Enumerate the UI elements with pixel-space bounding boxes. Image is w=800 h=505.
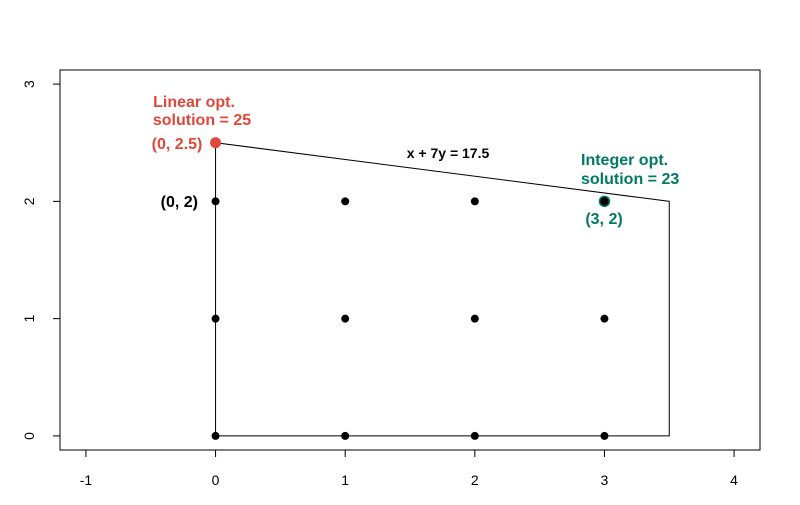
- lattice-point: [600, 431, 609, 440]
- lattice-point: [341, 431, 350, 440]
- lattice-point: [600, 314, 609, 323]
- integer-opt-label-1: Integer opt.: [581, 152, 668, 169]
- lattice-point: [470, 197, 479, 206]
- integer-opt-label-3: (3, 2): [585, 211, 622, 228]
- lattice-point: [211, 314, 220, 323]
- lattice-point: [341, 314, 350, 323]
- point-label-0-2: (0, 2): [161, 194, 198, 211]
- linear-opt-label-3: (0, 2.5): [152, 136, 203, 153]
- lattice-point: [211, 431, 220, 440]
- lattice-point: [470, 314, 479, 323]
- x-tick-label: 2: [471, 472, 479, 488]
- y-tick-label: 3: [21, 80, 37, 88]
- linear-opt-point: [210, 137, 222, 149]
- lattice-point: [211, 197, 220, 206]
- linear-opt-label-1: Linear opt.: [153, 94, 235, 111]
- y-tick-label: 1: [21, 315, 37, 323]
- x-tick-label: 3: [601, 472, 609, 488]
- constraint-label: x + 7y = 17.5: [407, 145, 490, 161]
- y-tick-label: 2: [21, 197, 37, 205]
- x-tick-label: 4: [730, 472, 738, 488]
- integer-opt-point: [598, 195, 611, 208]
- linear-opt-label-2: solution = 25: [153, 112, 251, 129]
- lattice-point: [341, 197, 350, 206]
- x-tick-label: 1: [341, 472, 349, 488]
- lattice-point: [470, 431, 479, 440]
- feasible-region: [215, 142, 670, 437]
- y-tick-label: 0: [21, 432, 37, 440]
- x-tick-label: -1: [80, 472, 93, 488]
- x-tick-label: 0: [212, 472, 220, 488]
- integer-opt-label-2: solution = 23: [581, 171, 679, 188]
